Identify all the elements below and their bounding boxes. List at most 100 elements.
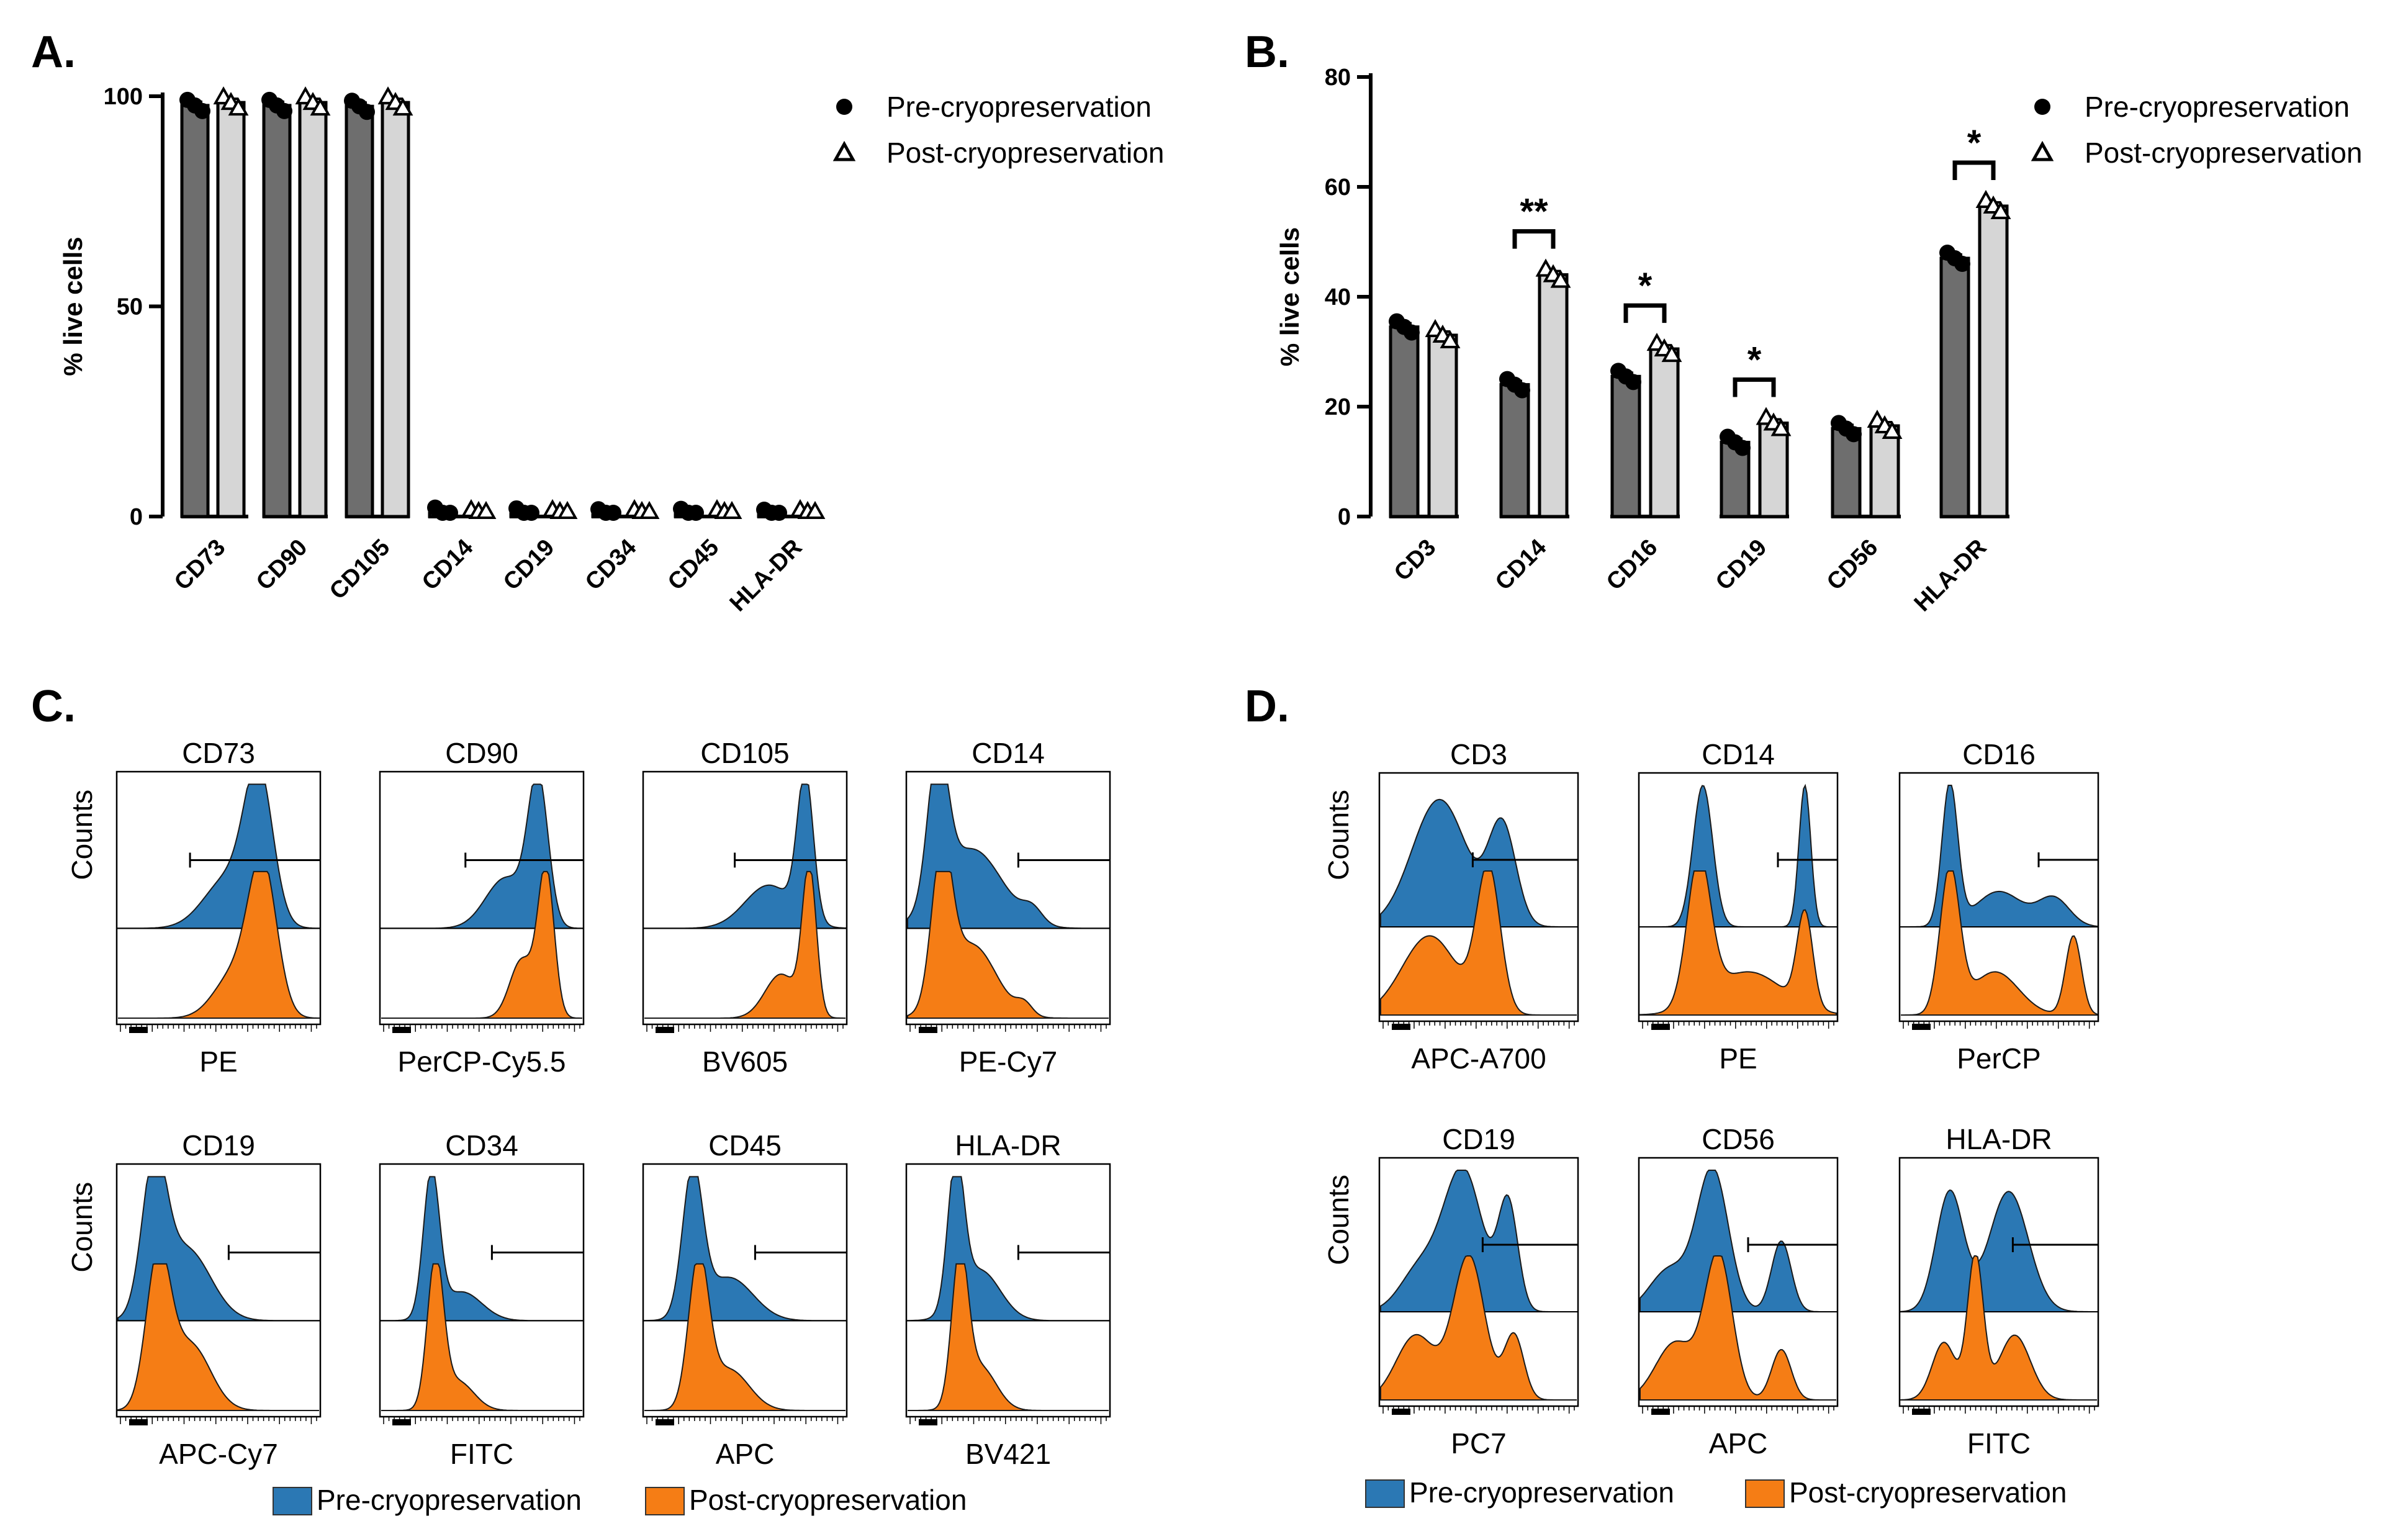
histogram-axis-mark [1392,1024,1410,1030]
point-pre [1954,256,1970,273]
bar-post [1427,333,1458,518]
bar-post [1978,204,2009,518]
histogram-y-label: Counts [66,790,98,880]
legend-swatch-pre [1365,1479,1405,1508]
bar-post [1869,424,1900,518]
histogram-title: CD105 [700,737,789,769]
d-histogram-1: CD14 PE [1638,738,1839,1075]
point-pre [1734,440,1751,456]
legend-label-post: Post-cryopreservation [1789,1476,2067,1509]
histogram-post-area [117,1263,319,1411]
point-post [1770,418,1792,436]
histogram-x-label: BV605 [702,1045,788,1078]
x-tick-label: HLA-DR [725,535,808,617]
bar-pre [1389,325,1420,518]
histogram-title: CD90 [445,737,518,769]
x-tick-label: CD19 [1711,535,1772,595]
figure-legends: Pre-cryopreservation Post-cryopreservatio… [273,91,2362,1516]
point-post [1550,269,1571,288]
point-post [1440,330,1461,348]
histogram-post-area [1901,870,2098,1016]
y-tick-label: 100 [104,84,143,110]
histogram-axis-mark [129,1419,148,1425]
y-tick-label: 0 [130,504,143,530]
c-histogram-6: CD45 APC [642,1129,848,1470]
legend-swatch-post [1745,1479,1785,1508]
histogram-axis-mark [919,1419,937,1425]
c-histogram-1: CD90 PerCP-Cy5.5 [379,737,585,1078]
bar-pre [1939,256,1970,518]
y-tick-label: 0 [1338,504,1351,530]
x-tick-label: CD45 [663,535,724,595]
histogram-post-area [1380,870,1577,1016]
histogram-x-label: FITC [450,1438,513,1470]
legend-label-post: Post-cryopreservation [2085,137,2362,169]
point-post [1882,420,1903,439]
histogram-x-label: APC [1709,1427,1768,1460]
d-histogram-4: CD56 APC [1638,1123,1839,1460]
histogram-title: CD14 [1702,738,1775,770]
point-pre [771,505,787,521]
histogram-axis-mark [1912,1409,1931,1415]
histogram-axis-mark [392,1027,411,1033]
bar-post [1758,422,1789,518]
bar-post [216,101,246,518]
point-pre [1404,324,1420,341]
histogram-pre-area [1900,1189,2097,1312]
legend-label-pre: Pre-cryopreservation [886,91,1152,123]
histogram-post-area [118,870,320,1019]
legend-c: Pre-cryopreservation Post-cryopreservatio… [273,1484,967,1516]
point-pre [276,102,292,119]
x-tick-label: CD19 [498,535,559,595]
histogram-post-area [1380,1255,1577,1401]
point-post [557,500,578,519]
x-tick-label: CD16 [1602,535,1662,595]
x-tick-label: CD14 [417,535,478,595]
histogram-title: CD3 [1450,738,1507,770]
significance-bracket [1952,160,1996,180]
x-tick-label: CD90 [251,535,312,595]
histogram-post-area [381,1263,582,1411]
x-tick-label: CD56 [1822,535,1883,595]
legend-marker-post [832,140,856,161]
point-pre [1625,374,1641,390]
histogram-title: CD19 [1442,1123,1515,1155]
histogram-title: HLA-DR [1946,1123,2052,1155]
legend-label-pre: Pre-cryopreservation [1409,1476,1674,1509]
histogram-title: CD34 [445,1129,518,1162]
bar-pre [262,104,292,518]
y-tick-label: 40 [1325,284,1351,310]
point-post [721,500,742,519]
point-pre [1514,382,1530,399]
bar-pre [1499,383,1530,518]
histogram-x-label: PerCP [1957,1042,2040,1075]
histogram-title: CD16 [1962,738,2036,770]
histogram-post-area [644,870,846,1019]
bar-chart-a: 0 50 100 % live cells CD73 CD90 CD105 CD14 CD19 C… [58,84,826,617]
point-pre [605,505,621,521]
histogram-post-area [908,1263,1109,1411]
bar-post [1538,273,1569,518]
point-post [805,500,826,519]
histogram-axis-mark [1912,1024,1931,1030]
histogram-x-label: APC [716,1438,775,1470]
x-tick-label: CD105 [325,535,395,605]
bar-pre [345,104,374,518]
legend-marker-pre [836,99,852,115]
point-post [1990,201,2011,219]
histogram-x-label: BV421 [965,1438,1051,1470]
histogram-pre-area [1380,798,1577,927]
point-pre [442,505,458,521]
significance-bracket [1623,303,1667,323]
histogram-x-label: PE [1719,1042,1757,1075]
histogram-post-area [1639,870,1837,1016]
c-histogram-3: CD14 PE-Cy7 [905,737,1111,1078]
significance-label: * [1967,123,1982,163]
point-pre [523,505,539,521]
histogram-axis-mark [919,1027,937,1033]
histogram-y-label: Counts [1322,790,1355,880]
histogram-grid-d: CD3 APC-A700 CD14 PE CD16 PerCP CD19 PC7 CD56 APC… [1322,738,2099,1460]
c-histogram-7: HLA-DR BV421 [905,1129,1111,1470]
d-histogram-3: CD19 PC7 [1378,1123,1579,1460]
